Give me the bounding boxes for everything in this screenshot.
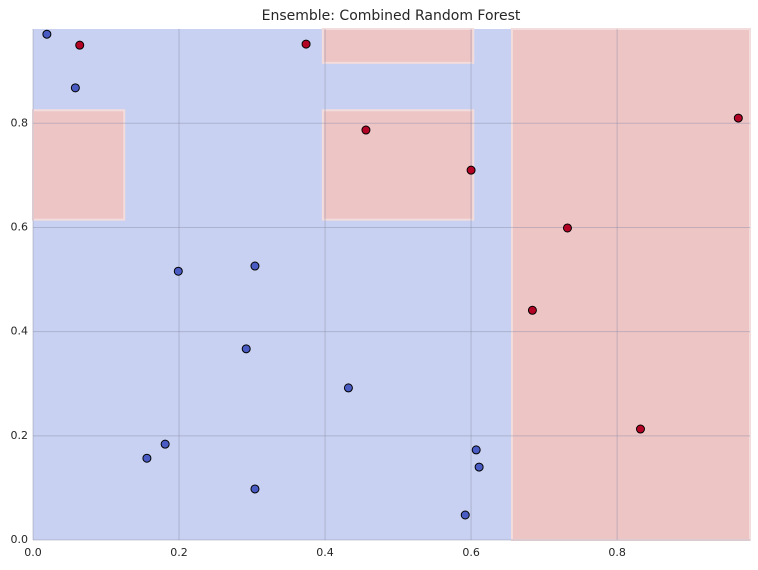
point [241,344,251,354]
point [250,484,260,494]
point [361,125,371,135]
point [343,383,353,393]
x-tick-label: 0.4 [316,546,334,559]
y-tick-label: 0.8 [11,116,29,129]
chart-title: Ensemble: Combined Random Forest [262,8,521,24]
point [160,439,170,449]
x-tick-label: 0.0 [24,546,42,559]
y-tick-label: 0.0 [11,533,29,546]
decision-region [32,109,126,221]
x-tick-label: 0.6 [462,546,480,559]
point [562,223,572,233]
point [733,113,743,123]
decision-region [510,28,751,541]
decision-region [321,28,475,64]
point [75,40,85,50]
x-tick-label: 0.8 [608,546,626,559]
point [474,462,484,472]
point [527,305,537,315]
y-tick-label: 0.4 [11,325,29,338]
point [301,39,311,49]
point [173,266,183,276]
point [635,424,645,434]
y-tick-label: 0.2 [11,429,29,442]
point [70,83,80,93]
point [42,29,52,39]
point [142,453,152,463]
decision-region [321,109,475,221]
point [471,445,481,455]
point [460,510,470,520]
point [250,261,260,271]
point [466,165,476,175]
x-tick-label: 0.2 [170,546,188,559]
y-tick-label: 0.6 [11,220,29,233]
